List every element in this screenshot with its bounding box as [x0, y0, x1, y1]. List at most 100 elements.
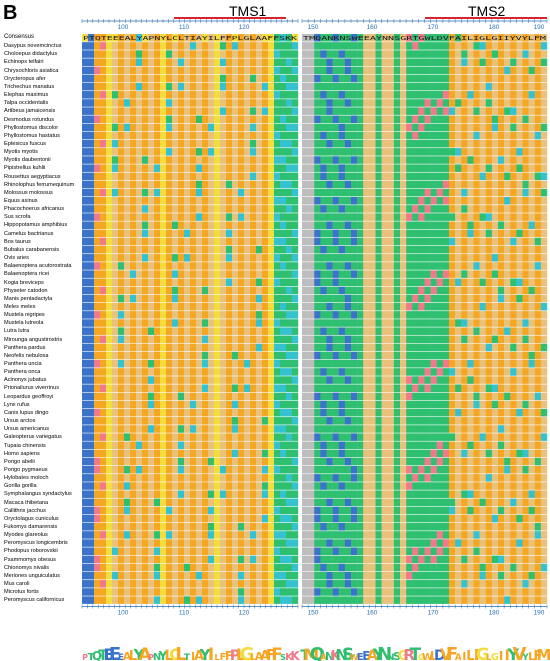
alignment-cell: [172, 270, 179, 278]
alignment-cell: [406, 82, 413, 91]
alignment-cell: [498, 425, 505, 433]
alignment-cell: [387, 457, 395, 466]
alignment-cell: [220, 425, 227, 433]
alignment-cell: [461, 465, 468, 474]
alignment-cell: [196, 490, 203, 498]
alignment-cell: [504, 34, 511, 42]
alignment-cell: [491, 139, 499, 148]
alignment-cell: [498, 286, 505, 295]
alignment-cell: [534, 294, 542, 303]
alignment-cell: [286, 115, 293, 124]
alignment-cell: [94, 490, 101, 498]
alignment-cell: [534, 441, 542, 450]
alignment-cell: [148, 254, 155, 262]
alignment-cell: [381, 319, 388, 327]
alignment-cell: [381, 343, 388, 352]
alignment-cell: [148, 319, 155, 327]
alignment-cell: [196, 66, 203, 75]
alignment-cell: [214, 563, 221, 572]
alignment-cell: [106, 164, 113, 172]
alignment-cell: [510, 131, 517, 140]
alignment-cell: [461, 539, 468, 547]
alignment-cell: [166, 368, 173, 376]
alignment-cell: [504, 474, 511, 482]
alignment-cell: [244, 123, 251, 132]
alignment-cell: [332, 539, 339, 547]
alignment-cell: [274, 343, 281, 352]
alignment-cell: [314, 50, 321, 58]
alignment-cell: [504, 392, 511, 401]
alignment-cell: [250, 343, 257, 352]
alignment-cell: [449, 107, 456, 115]
alignment-cell: [449, 376, 456, 384]
alignment-cell: [292, 99, 299, 107]
alignment-cell: [280, 74, 287, 83]
alignment-cell: [286, 213, 293, 221]
alignment-cell: [202, 433, 209, 441]
alignment-cell: [516, 392, 523, 401]
alignment-cell: [351, 139, 358, 148]
alignment-cell: [510, 417, 517, 425]
alignment-cell: [88, 514, 95, 523]
alignment-cell: [351, 131, 358, 140]
alignment-cell: [112, 360, 119, 368]
alignment-cell: [534, 42, 542, 50]
alignment-cell: [479, 229, 486, 238]
alignment-cell: [308, 441, 315, 450]
alignment-cell: [400, 278, 407, 287]
alignment-cell: [226, 180, 233, 189]
alignment-cell: [418, 498, 425, 507]
alignment-cell: [418, 449, 425, 458]
alignment-cell: [280, 449, 287, 458]
alignment-cell: [534, 457, 542, 466]
alignment-cell: [540, 523, 548, 531]
alignment-cell: [418, 302, 425, 311]
alignment-cell: [220, 237, 227, 246]
alignment-cell: [534, 433, 542, 441]
alignment-cell: [455, 384, 462, 392]
alignment-cell: [375, 156, 382, 164]
alignment-cell: [302, 376, 309, 384]
alignment-cell: [88, 237, 95, 246]
alignment-cell: [178, 531, 185, 539]
alignment-cell: [424, 376, 431, 384]
alignment-cell: [436, 262, 444, 270]
alignment-cell: [100, 368, 107, 376]
alignment-cell: [196, 221, 203, 229]
alignment-cell: [449, 539, 456, 547]
alignment-cell: [172, 188, 179, 197]
alignment-cell: [250, 523, 257, 531]
alignment-cell: [238, 498, 245, 507]
alignment-cell: [406, 441, 413, 450]
alignment-cell: [202, 74, 209, 83]
alignment-cell: [326, 42, 333, 50]
alignment-cell: [455, 514, 462, 523]
alignment-cell: [449, 123, 456, 132]
alignment-cell: [274, 433, 281, 441]
alignment-cell: [286, 408, 293, 417]
alignment-cell: [491, 547, 499, 555]
alignment-cell: [148, 433, 155, 441]
alignment-cell: [244, 327, 251, 335]
alignment-cell: [100, 302, 107, 311]
alignment-cell: [485, 523, 493, 531]
alignment-cell: [387, 465, 395, 474]
alignment-cell: [112, 408, 119, 417]
alignment-cell: [308, 555, 315, 564]
alignment-cell: [166, 245, 173, 254]
alignment-cell: [393, 148, 401, 156]
alignment-cell: [238, 465, 245, 474]
alignment-cell: [262, 99, 269, 107]
alignment-cell: [88, 343, 95, 352]
alignment-cell: [528, 164, 535, 172]
alignment-cell: [357, 148, 364, 156]
alignment-cell: [286, 343, 293, 352]
alignment-cell: [256, 465, 263, 474]
alignment-cell: [418, 555, 425, 564]
alignment-cell: [449, 514, 456, 523]
alignment-cell: [387, 82, 395, 91]
alignment-cell: [268, 91, 275, 99]
alignment-cell: [498, 42, 505, 50]
alignment-cell: [430, 139, 437, 148]
alignment-cell: [510, 172, 517, 181]
